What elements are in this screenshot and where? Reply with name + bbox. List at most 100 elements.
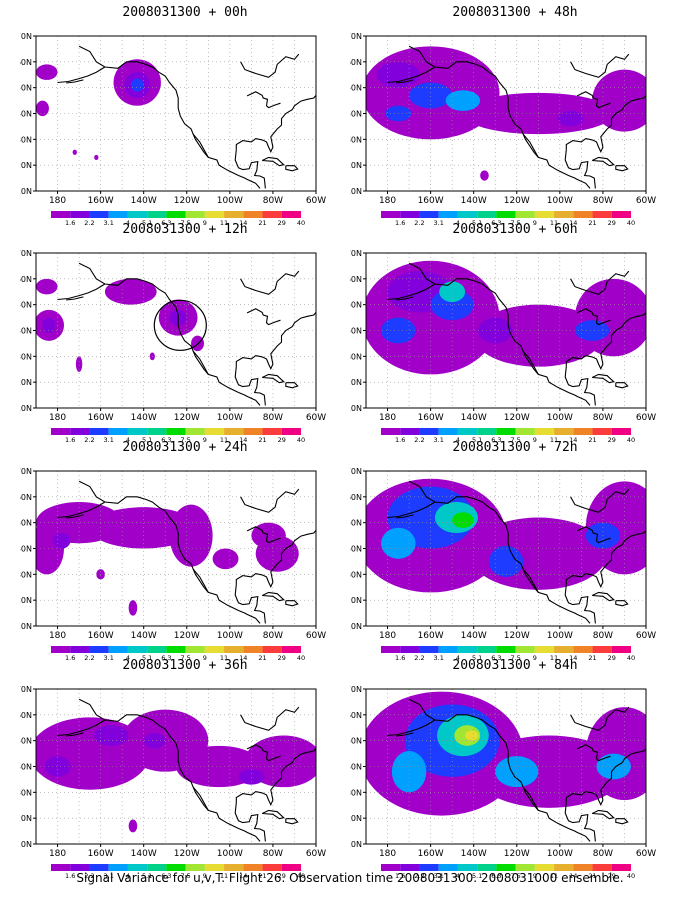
panel-title: 2008031300 + 24h: [122, 440, 248, 455]
colorbar-label: 11: [550, 219, 558, 225]
coastline: [564, 366, 596, 406]
variance-contour: [212, 548, 239, 570]
target-region-circle: [153, 299, 207, 351]
lon-tick-label: 100W: [217, 631, 243, 641]
coastline: [240, 270, 300, 295]
colorbar-label: 1.6: [65, 219, 75, 225]
coastline: [240, 706, 300, 731]
coastline: [246, 744, 281, 762]
coastline: [192, 350, 209, 375]
colorbar-swatch: [166, 211, 186, 218]
panel-title: 2008031300 + 48h: [452, 5, 578, 20]
variance-contour: [128, 819, 138, 833]
colorbar-swatch: [70, 864, 90, 871]
colorbar-swatch: [204, 646, 225, 653]
colorbar-swatch: [457, 428, 478, 435]
colorbar-label: 21: [258, 436, 266, 442]
variance-contour: [36, 100, 49, 117]
colorbar-label: 29: [608, 654, 616, 660]
colorbar-label: 1.6: [65, 872, 75, 878]
colorbar-label: 5.1: [142, 872, 152, 878]
colorbar-label: 6.3: [491, 872, 501, 878]
colorbar-swatch: [262, 211, 282, 218]
coastline: [570, 706, 630, 731]
lon-tick-label: 140W: [461, 196, 487, 206]
lat-tick-label: 30N: [350, 570, 362, 579]
colorbar-swatch: [243, 428, 263, 435]
lon-tick-label: 120W: [174, 413, 200, 423]
colorbar-swatch: [51, 864, 71, 871]
colorbar-label: 6.3: [491, 219, 501, 225]
variance-field: [36, 689, 316, 844]
colorbar-swatch: [457, 646, 478, 653]
colorbar-label: 14: [239, 654, 247, 660]
lat-tick-label: 20N: [20, 378, 32, 387]
colorbar-label: 5.1: [472, 219, 482, 225]
colorbar-label: 4: [126, 654, 130, 660]
coastline: [66, 296, 84, 301]
lat-tick-label: 30N: [20, 570, 32, 579]
colorbar-swatch: [496, 864, 516, 871]
coastline: [261, 809, 285, 820]
coastline: [591, 156, 615, 167]
coastline: [591, 591, 615, 602]
lon-tick-label: 80W: [263, 413, 283, 423]
coastline: [387, 66, 436, 84]
colorbar-label: 7.5: [510, 436, 520, 442]
coastline: [387, 501, 436, 519]
colorbar-swatch: [477, 864, 497, 871]
colorbar-swatch: [224, 646, 244, 653]
colorbar-swatch: [70, 428, 90, 435]
variance-contour: [143, 732, 166, 749]
colorbar-label: 2.2: [414, 872, 424, 878]
colorbar-label: 7.5: [510, 872, 520, 878]
colorbar-swatch: [147, 428, 167, 435]
coastline: [234, 802, 266, 842]
colorbar-swatch: [204, 428, 225, 435]
colorbar-label: 4: [456, 654, 460, 660]
lon-tick-label: 60W: [306, 196, 326, 206]
colorbar-label: 11: [220, 436, 228, 442]
lat-tick-label: 50N: [350, 519, 362, 528]
colorbar-label: 5.1: [142, 436, 152, 442]
colorbar-label: 6.3: [161, 436, 171, 442]
lat-tick-label: 40N: [20, 110, 32, 119]
coastline: [66, 79, 84, 84]
colorbar-swatch: [185, 211, 205, 218]
colorbar-label: 3.1: [434, 654, 444, 660]
lon-tick-label: 100W: [547, 849, 573, 859]
coastline: [648, 524, 661, 530]
map-panel-p60: 2008031300 + 60h 10N 20N 30N 40N 50N 60N 70N 180…: [350, 222, 680, 442]
variance-contour: [75, 356, 83, 372]
colorbar-swatch: [243, 864, 263, 871]
colorbar-swatch: [457, 211, 478, 218]
lat-tick-label: 20N: [350, 814, 362, 823]
lat-tick-label: 30N: [350, 135, 362, 144]
colorbar-label: 21: [588, 436, 596, 442]
colorbar-label: 3.1: [434, 436, 444, 442]
lat-tick-label: 30N: [20, 788, 32, 797]
colorbar-label: 40: [627, 219, 635, 225]
variance-contour: [439, 281, 466, 303]
coastline: [522, 568, 539, 593]
colorbar-label: 5.1: [472, 872, 482, 878]
colorbar-swatch: [127, 428, 148, 435]
coastline: [318, 306, 331, 312]
coastline: [615, 382, 629, 389]
coastline: [234, 584, 266, 624]
coastline: [564, 584, 596, 624]
variance-contour: [94, 725, 129, 746]
colorbar-swatch: [147, 211, 167, 218]
coastline: [285, 600, 299, 607]
colorbar-label: 14: [569, 654, 577, 660]
lat-tick-label: 30N: [350, 352, 362, 361]
coastline: [246, 526, 281, 544]
colorbar-swatch: [381, 211, 401, 218]
lat-tick-label: 70N: [350, 685, 362, 694]
colorbar-swatch: [611, 211, 631, 218]
variance-contour: [251, 522, 286, 549]
colorbar-swatch: [534, 428, 555, 435]
colorbar-swatch: [224, 211, 244, 218]
lat-tick-label: 20N: [20, 161, 32, 170]
coastline: [408, 262, 591, 406]
